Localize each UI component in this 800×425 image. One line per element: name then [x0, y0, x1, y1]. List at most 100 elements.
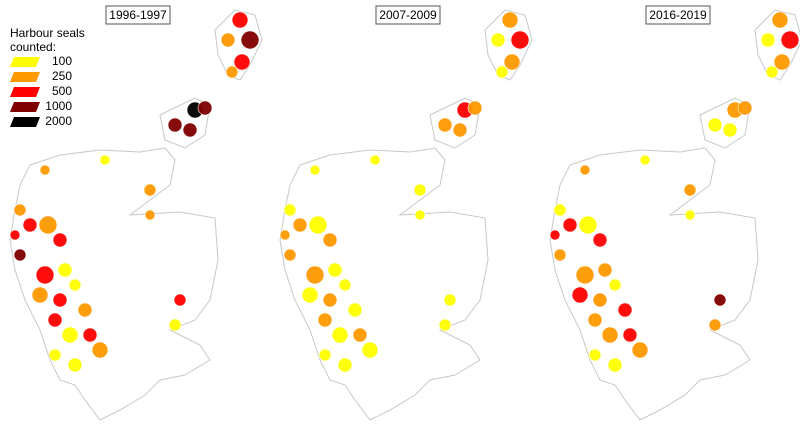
- count-area: [622, 327, 638, 343]
- legend-title: counted:: [10, 40, 56, 54]
- legend-label: 250: [52, 69, 72, 83]
- count-area: [13, 248, 27, 262]
- count-area: [501, 11, 519, 29]
- count-area: [495, 65, 509, 79]
- count-area: [68, 278, 82, 292]
- count-area: [601, 326, 619, 344]
- count-area: [684, 209, 696, 221]
- count-area: [52, 292, 68, 308]
- count-area: [592, 292, 608, 308]
- count-area: [780, 30, 800, 50]
- count-area: [143, 183, 157, 197]
- legend-label: 500: [52, 84, 72, 98]
- map-panel: 1996-1997: [9, 5, 263, 421]
- count-area: [708, 318, 722, 332]
- count-area: [414, 209, 426, 221]
- count-area: [597, 262, 613, 278]
- count-area: [337, 357, 353, 373]
- count-area: [67, 357, 83, 373]
- count-area: [562, 217, 578, 233]
- count-area: [173, 293, 187, 307]
- count-area: [99, 154, 111, 166]
- count-area: [305, 265, 325, 285]
- coastline: [9, 147, 219, 421]
- count-area: [327, 262, 343, 278]
- count-area: [77, 302, 93, 318]
- count-area: [283, 203, 297, 217]
- count-area: [91, 341, 109, 359]
- count-area: [13, 203, 27, 217]
- count-area: [22, 217, 38, 233]
- count-area: [631, 341, 649, 359]
- count-area: [587, 312, 603, 328]
- count-area: [737, 100, 753, 116]
- count-area: [617, 302, 633, 318]
- count-area: [197, 100, 213, 116]
- legend-label: 100: [52, 54, 72, 68]
- count-area: [765, 65, 779, 79]
- count-area: [283, 248, 297, 262]
- count-area: [571, 286, 589, 304]
- coastline: [484, 9, 533, 81]
- panel-title-box: [645, 5, 711, 25]
- count-area: [82, 327, 98, 343]
- count-area: [301, 286, 319, 304]
- legend-swatch: [10, 102, 40, 112]
- count-area: [322, 292, 338, 308]
- legend-swatch: [10, 117, 40, 127]
- legend-title: Harbour seals: [10, 26, 85, 40]
- legend-label: 2000: [45, 114, 72, 128]
- count-area: [771, 11, 789, 29]
- count-area: [347, 302, 363, 318]
- count-area: [713, 293, 727, 307]
- count-area: [553, 203, 567, 217]
- count-area: [592, 232, 608, 248]
- coastline: [754, 9, 800, 81]
- count-area: [413, 183, 427, 197]
- coastline: [699, 97, 751, 149]
- count-area: [607, 357, 623, 373]
- count-area: [52, 232, 68, 248]
- count-area: [308, 215, 328, 235]
- count-area: [549, 229, 561, 241]
- count-area: [361, 341, 379, 359]
- panel-title-box: [375, 5, 441, 25]
- count-area: [438, 318, 452, 332]
- panels: 1996-1997 2007-2009 2016-2019: [9, 5, 800, 421]
- count-area: [225, 65, 239, 79]
- count-area: [61, 326, 79, 344]
- panel-title-box: [105, 5, 171, 25]
- map-panel: 2007-2009: [279, 5, 533, 421]
- count-area: [503, 53, 521, 71]
- count-area: [722, 122, 738, 138]
- coastline: [549, 147, 759, 421]
- count-area: [279, 229, 291, 241]
- count-area: [309, 164, 321, 176]
- coastline: [429, 97, 481, 149]
- count-area: [443, 293, 457, 307]
- count-area: [144, 209, 156, 221]
- coastline: [159, 97, 211, 149]
- count-area: [352, 327, 368, 343]
- count-area: [233, 53, 251, 71]
- count-area: [773, 53, 791, 71]
- count-area: [575, 265, 595, 285]
- panel-title: 2016-2019: [649, 8, 707, 22]
- count-area: [220, 32, 236, 48]
- count-area: [35, 265, 55, 285]
- count-area: [182, 122, 198, 138]
- map-panel: 2016-2019: [549, 5, 800, 421]
- count-area: [437, 117, 453, 133]
- legend-swatch: [10, 87, 40, 97]
- count-area: [231, 11, 249, 29]
- count-area: [707, 117, 723, 133]
- count-area: [331, 326, 349, 344]
- count-area: [553, 248, 567, 262]
- count-area: [48, 348, 62, 362]
- count-area: [57, 262, 73, 278]
- coastline: [279, 147, 489, 421]
- count-area: [467, 100, 483, 116]
- legend-label: 1000: [45, 99, 72, 113]
